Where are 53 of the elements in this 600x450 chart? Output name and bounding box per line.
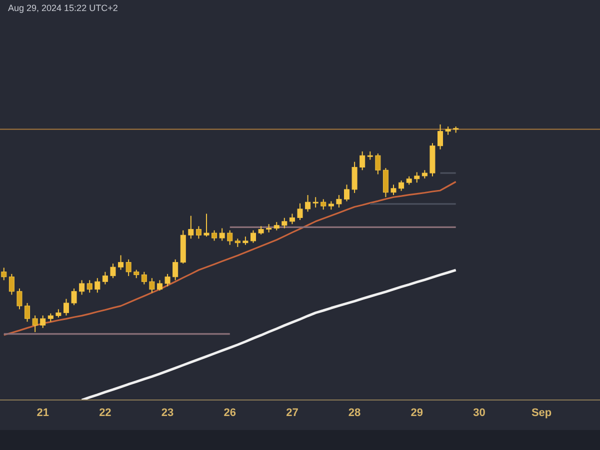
candlestick (94, 278, 100, 294)
x-tick-label: Sep (531, 406, 552, 419)
x-tick-label: 30 (473, 406, 486, 419)
candlestick (32, 314, 38, 333)
candlestick (438, 124, 444, 150)
candlestick (336, 194, 342, 208)
candlestick (297, 202, 303, 220)
candlestick (352, 161, 358, 194)
candlestick (382, 168, 388, 198)
candlestick (250, 230, 256, 244)
candlestick (227, 230, 233, 246)
candlestick (102, 271, 108, 285)
candlestick (1, 267, 7, 281)
candlestick (71, 288, 77, 306)
candlestick (172, 258, 178, 281)
candlestick (16, 288, 22, 310)
candlestick (398, 180, 404, 192)
candlestick (156, 280, 162, 292)
candlestick (312, 196, 318, 208)
x-tick-label: 28 (348, 406, 361, 419)
candlestick (320, 198, 326, 210)
candlestick (118, 254, 124, 270)
candlestick (305, 194, 311, 212)
candlestick (110, 263, 116, 279)
candlestick (344, 184, 350, 202)
candlestick (282, 217, 288, 229)
candlestick (390, 184, 396, 196)
candlestick (289, 213, 295, 225)
candlestick (63, 298, 69, 316)
x-tick-label: 23 (161, 406, 174, 419)
candlestick (360, 150, 366, 171)
x-tick-label: 26 (224, 406, 236, 419)
candlestick (141, 271, 147, 285)
candlestick (204, 213, 210, 238)
candlestick (149, 278, 155, 294)
candlestick (24, 302, 30, 322)
candlestick (8, 273, 14, 296)
candlestick (196, 226, 202, 240)
candlestick (164, 273, 170, 287)
candlestick (188, 215, 194, 240)
candlestick (212, 230, 218, 242)
candlestick (219, 228, 225, 242)
candlestick (126, 258, 132, 277)
text: Aug 29, 2024 15:22 UTC+2 (8, 3, 118, 13)
x-tick-label: 27 (286, 406, 298, 419)
x-tick-label: 29 (410, 406, 424, 419)
candlestick (79, 280, 85, 296)
candlestick (86, 280, 92, 294)
x-tick-label: 21 (36, 406, 49, 419)
candlestick (40, 314, 46, 328)
candlestick (414, 172, 420, 184)
x-tick-label: 22 (99, 406, 112, 419)
candlestick (375, 153, 381, 175)
